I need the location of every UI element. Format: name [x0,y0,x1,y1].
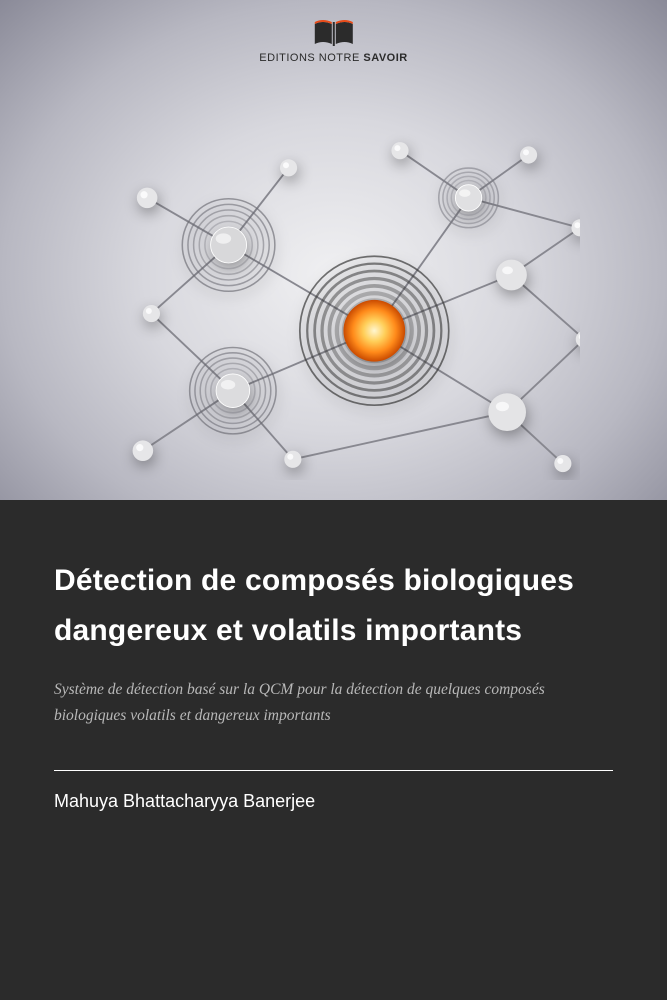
divider-line [54,770,613,771]
book-subtitle: Système de détection basé sur la QCM pou… [54,677,613,728]
molecule-diagram [100,130,580,480]
book-title: Détection de composés biologiques danger… [54,556,613,655]
author-name: Mahuya Bhattacharyya Banerjee [54,791,613,812]
text-panel: Détection de composés biologiques danger… [0,500,667,1000]
publisher-name: EDITIONS NOTRE SAVOIR [259,52,407,64]
book-cover: EDITIONS NOTRE SAVOIR Détection de compo… [0,0,667,1000]
book-icon [310,18,356,48]
publisher-logo: EDITIONS NOTRE SAVOIR [259,18,407,64]
cover-art-panel: EDITIONS NOTRE SAVOIR [0,0,667,500]
